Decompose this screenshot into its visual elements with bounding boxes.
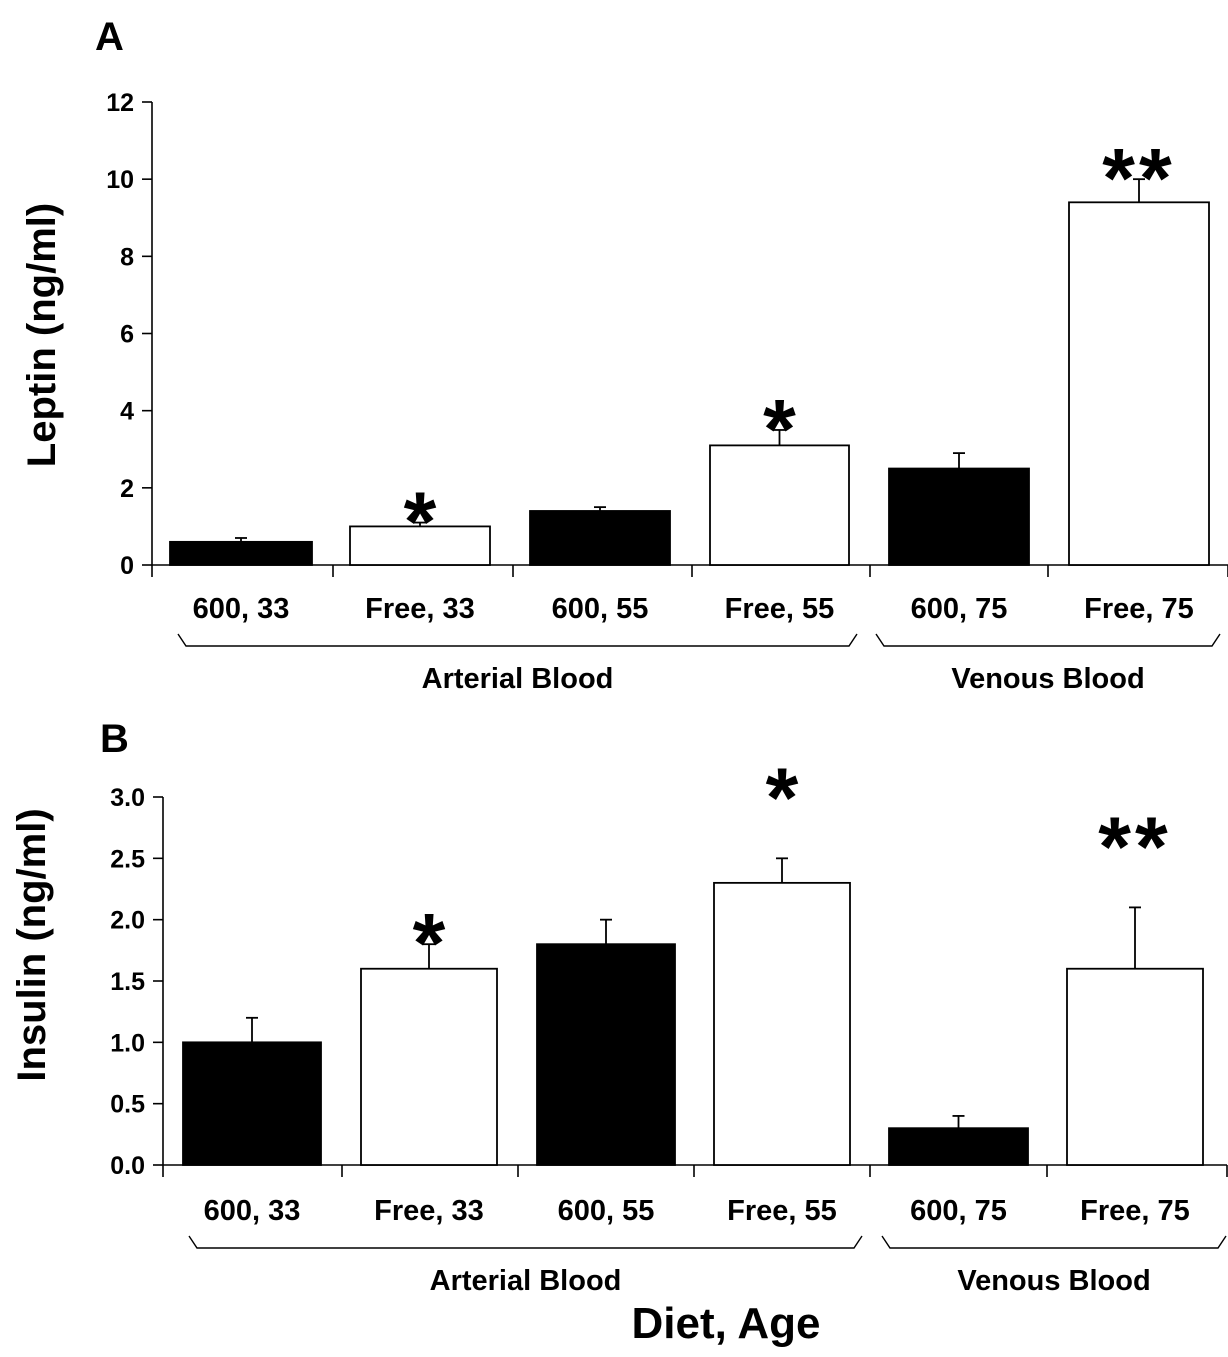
significance-marker: ** bbox=[1098, 799, 1171, 893]
y-tick-label: 4 bbox=[120, 398, 134, 426]
x-tick-label: Free, 75 bbox=[1080, 1195, 1190, 1227]
x-tick-label: 600, 33 bbox=[204, 1195, 301, 1227]
panel-letter: A bbox=[95, 15, 124, 59]
bar bbox=[360, 967, 498, 1166]
bar bbox=[1066, 967, 1204, 1166]
significance-marker: * bbox=[404, 475, 437, 569]
significance-marker: * bbox=[766, 750, 799, 844]
group-label: Venous Blood bbox=[951, 663, 1144, 695]
x-tick-label: 600, 75 bbox=[911, 593, 1008, 625]
group-bracket bbox=[177, 633, 858, 647]
y-axis-label: Leptin (ng/ml) bbox=[20, 203, 64, 467]
y-tick-label: 0.5 bbox=[110, 1091, 145, 1119]
y-tick-label: 2.5 bbox=[110, 845, 145, 873]
bar bbox=[169, 540, 313, 566]
y-axis-label: Insulin (ng/ml) bbox=[10, 808, 54, 1081]
x-tick-label: 600, 75 bbox=[910, 1195, 1007, 1227]
y-tick-label: 1.0 bbox=[110, 1029, 145, 1057]
x-tick-label: 600, 55 bbox=[552, 593, 649, 625]
y-tick-label: 12 bbox=[106, 89, 134, 117]
y-tick-label: 2.0 bbox=[110, 907, 145, 935]
group-bracket bbox=[188, 1235, 863, 1249]
bar bbox=[713, 881, 851, 1166]
significance-marker: * bbox=[763, 382, 796, 476]
significance-marker: ** bbox=[1102, 131, 1175, 225]
y-tick-label: 2 bbox=[120, 475, 134, 503]
x-tick-label: Free, 33 bbox=[365, 593, 475, 625]
group-label: Arterial Blood bbox=[430, 1265, 622, 1297]
y-tick-label: 1.5 bbox=[110, 968, 145, 996]
bar bbox=[888, 1127, 1029, 1166]
significance-marker: * bbox=[413, 896, 446, 990]
bar bbox=[182, 1041, 322, 1166]
y-tick-label: 3.0 bbox=[110, 784, 145, 812]
bar bbox=[529, 510, 671, 566]
panel-b-insulin-chart: B 0.0 0.5 1.0 1.5 2.0 2.5 3.0 Insulin (ng/ml) 600… bbox=[10, 717, 1228, 1297]
y-tick-label: 8 bbox=[120, 243, 134, 271]
x-tick-label: Free, 33 bbox=[374, 1195, 484, 1227]
x-tick-label: Free, 75 bbox=[1084, 593, 1194, 625]
x-tick-label: 600, 33 bbox=[193, 593, 290, 625]
panel-a-leptin-chart: A 0 2 4 6 8 10 12 Leptin (ng/ml) 600, 33 * Free, 33… bbox=[20, 15, 1228, 695]
group-label: Arterial Blood bbox=[422, 663, 614, 695]
bar bbox=[888, 467, 1030, 566]
y-tick-label: 10 bbox=[106, 166, 134, 194]
panel-letter: B bbox=[100, 717, 129, 761]
y-tick-label: 0.0 bbox=[110, 1152, 145, 1180]
bar bbox=[536, 943, 676, 1166]
bar bbox=[709, 444, 850, 566]
x-tick-label: Free, 55 bbox=[725, 593, 835, 625]
x-tick-label: Free, 55 bbox=[727, 1195, 837, 1227]
y-tick-label: 0 bbox=[120, 552, 134, 580]
y-tick-label: 6 bbox=[120, 321, 134, 349]
x-axis-label: Diet, Age bbox=[631, 1299, 820, 1348]
bar bbox=[1068, 201, 1210, 566]
group-bracket bbox=[881, 1235, 1227, 1249]
bar bbox=[349, 525, 491, 566]
group-label: Venous Blood bbox=[957, 1265, 1150, 1297]
group-bracket bbox=[875, 633, 1221, 647]
x-tick-label: 600, 55 bbox=[558, 1195, 655, 1227]
